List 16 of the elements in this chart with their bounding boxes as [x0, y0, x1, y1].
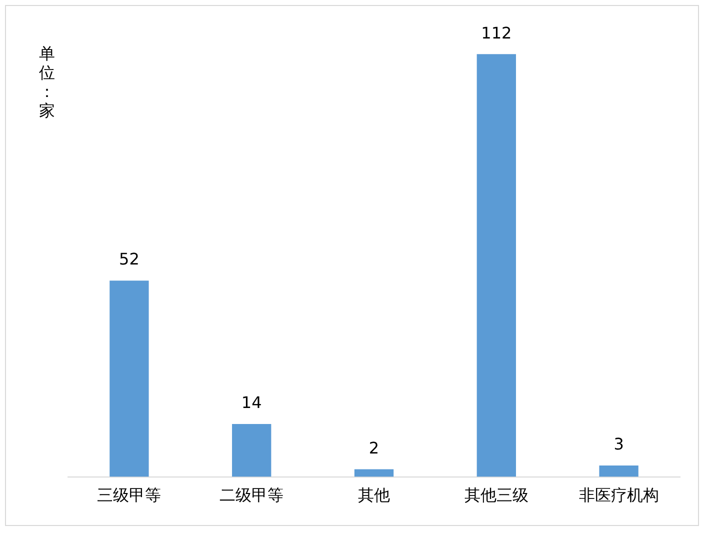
x-tick-label: 其他三级 [464, 486, 528, 505]
data-label: 52 [119, 250, 140, 269]
x-tick-label: 非医疗机构 [578, 486, 659, 505]
data-label: 14 [241, 393, 262, 412]
x-tick-label: 三级甲等 [97, 486, 162, 505]
bar [232, 424, 272, 477]
data-label: 3 [614, 434, 624, 454]
data-label: 2 [368, 438, 380, 458]
bar [354, 469, 394, 477]
data-label: 112 [481, 23, 512, 42]
x-tick-label: 其他 [358, 486, 390, 505]
bar [476, 54, 516, 477]
bar [110, 280, 149, 477]
bar [599, 465, 638, 477]
y-axis-title: 单位：家 [38, 44, 56, 120]
x-tick-label: 二级甲等 [220, 486, 284, 505]
